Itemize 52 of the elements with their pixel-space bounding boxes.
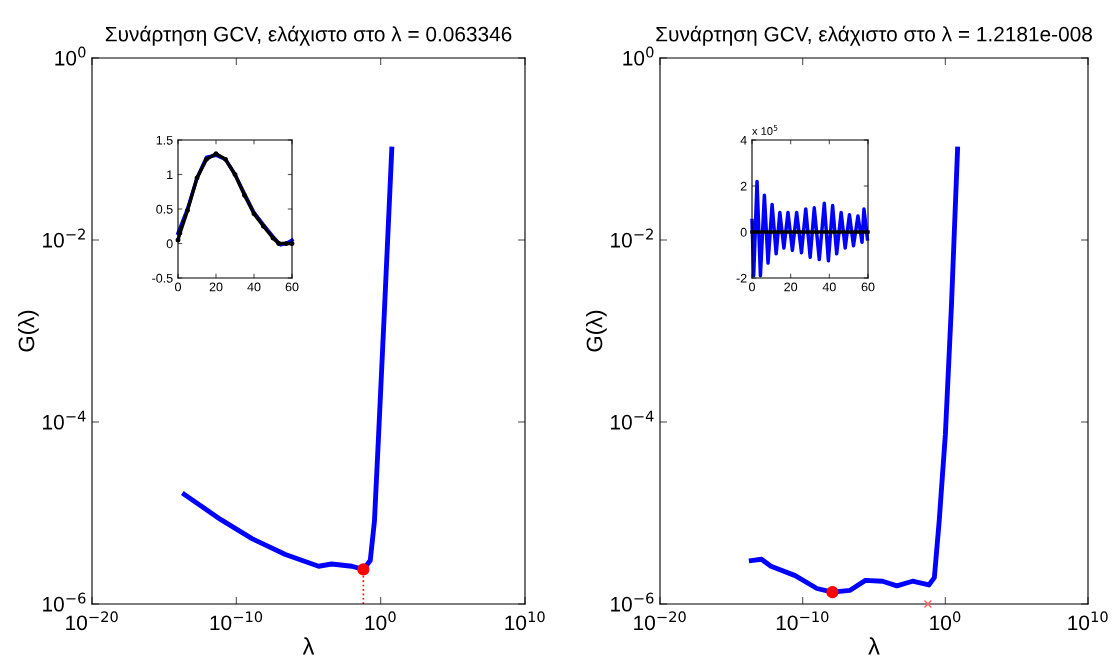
point bbox=[204, 156, 209, 162]
y-tick-label: -2 bbox=[736, 273, 747, 283]
point bbox=[261, 223, 266, 229]
y-axis-title: G(λ) bbox=[586, 310, 607, 352]
point bbox=[276, 241, 282, 246]
annotation: x 10$^{5}$ bbox=[752, 124, 778, 135]
y-tick-label: 10$^{0}$ bbox=[55, 46, 86, 66]
x-tick-label: 10$^{10}$ bbox=[505, 611, 545, 631]
point bbox=[251, 211, 257, 217]
x-tick-label: 0 bbox=[175, 282, 181, 292]
chart-title: Συνάρτηση GCV, ελάχιστο στο λ = 1.2181e-008 bbox=[656, 25, 1092, 46]
x-tick-label: 10$^{10}$ bbox=[1068, 611, 1108, 631]
x-tick-label: 10$^{−20}$ bbox=[66, 611, 118, 631]
x-tick-label: 10$^{−10}$ bbox=[210, 611, 263, 631]
chart-title: Συνάρτηση GCV, ελάχιστο στο λ = 0.063346 bbox=[105, 25, 512, 46]
x-tick-label: 60 bbox=[285, 282, 299, 292]
x-tick-label: 10$^{−10}$ bbox=[776, 611, 829, 631]
x-tick-label: 40 bbox=[247, 282, 261, 292]
x-tick-label: 60 bbox=[861, 282, 875, 292]
y-tick-label: 1.5 bbox=[156, 135, 173, 145]
y-axis-title: G(λ) bbox=[18, 310, 39, 352]
x-tick-label: 0 bbox=[749, 282, 755, 292]
point bbox=[213, 151, 219, 157]
x-tick-label: 20 bbox=[784, 282, 798, 292]
y-tick-label: 1 bbox=[167, 170, 173, 180]
x-axis-title: λ bbox=[302, 637, 315, 655]
y-tick-label: -0.5 bbox=[152, 273, 173, 283]
point bbox=[270, 235, 276, 241]
y-tick-label: 10$^{−6}$ bbox=[611, 592, 654, 612]
y-tick-label: 10$^{−2}$ bbox=[611, 228, 653, 248]
x-tick-label: 40 bbox=[822, 282, 836, 292]
y-tick-label: 10$^{−4}$ bbox=[43, 410, 86, 430]
y-tick-label: 0 bbox=[166, 239, 173, 249]
y-tick-label: 0.5 bbox=[156, 204, 173, 214]
x-axis-title: λ bbox=[868, 637, 880, 655]
y-tick-label: 10$^{0}$ bbox=[623, 46, 654, 66]
point bbox=[194, 175, 200, 181]
y-tick-label: 10$^{−2}$ bbox=[43, 228, 85, 248]
y-tick-label: 10$^{−6}$ bbox=[43, 592, 86, 612]
x-tick-label: 20 bbox=[209, 282, 223, 292]
y-tick-label: 10$^{−4}$ bbox=[611, 410, 654, 430]
y-tick-label: 4 bbox=[740, 135, 747, 145]
point bbox=[232, 172, 238, 177]
point bbox=[185, 207, 190, 213]
x-tick-label: 10$^{0}$ bbox=[365, 611, 396, 631]
point bbox=[223, 156, 228, 162]
x-tick-label: 10$^{0}$ bbox=[930, 611, 961, 631]
y-tick-label: 2 bbox=[740, 181, 747, 191]
point bbox=[283, 241, 289, 246]
point bbox=[242, 192, 247, 198]
x-tick-label: 10$^{−20}$ bbox=[634, 611, 686, 631]
y-tick-label: 0 bbox=[740, 227, 747, 237]
